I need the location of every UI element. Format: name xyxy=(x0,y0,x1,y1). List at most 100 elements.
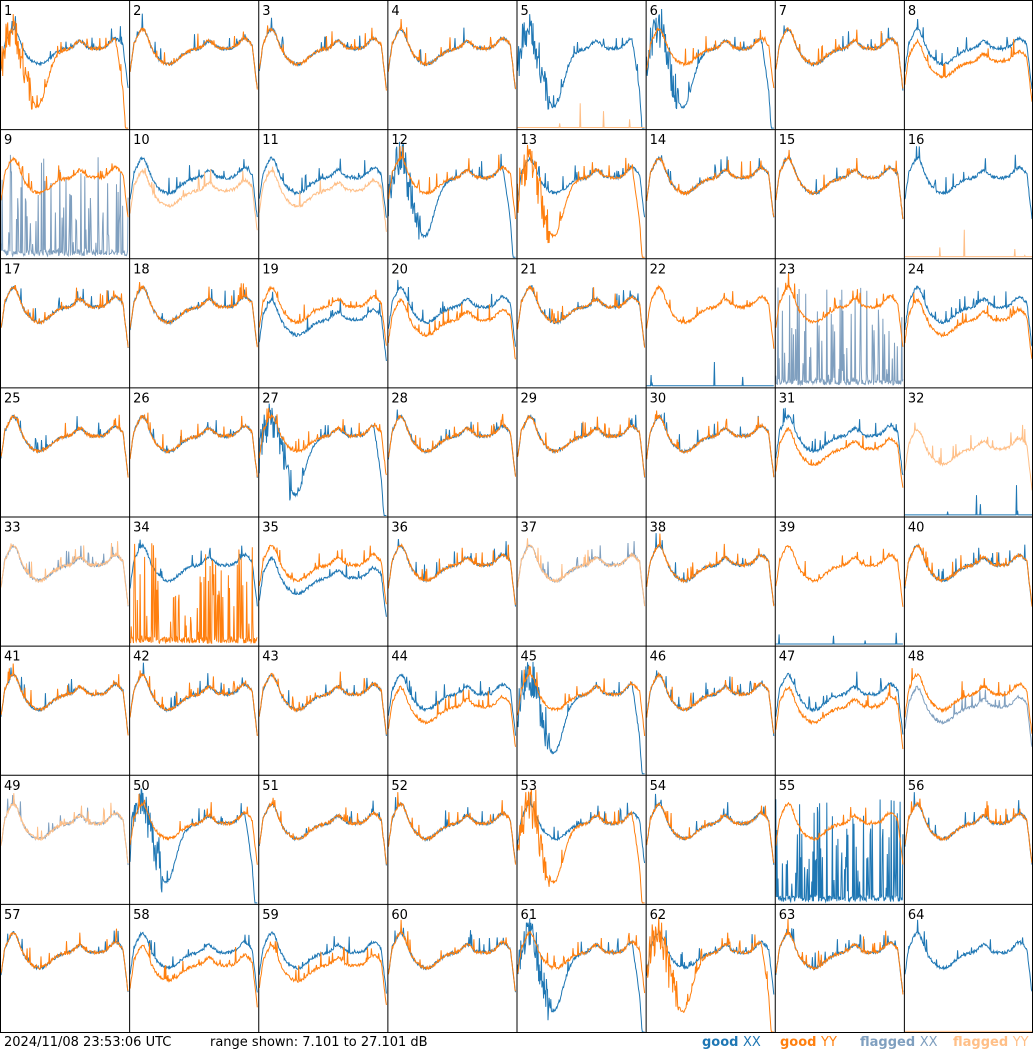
tile-5-yy-line xyxy=(517,103,645,128)
legend-good-xx-label-a: good xyxy=(702,1035,739,1050)
legend-good-yy: good YY xyxy=(780,1034,837,1052)
tile-21-yy-line xyxy=(517,285,646,348)
tile-9-xx-line xyxy=(0,154,129,258)
legend-flagged-xx: flagged XX xyxy=(860,1034,938,1052)
tile-number: 57 xyxy=(4,908,21,923)
tile-29-xx-line xyxy=(517,413,646,478)
legend-good-xx: good XX xyxy=(702,1034,761,1052)
tile-32-xx-line xyxy=(904,485,1032,516)
tile-59-yy-line xyxy=(258,941,387,1005)
tile-16-yy-line xyxy=(904,229,1032,258)
tile-55-xx-line xyxy=(775,799,904,904)
tile-number: 19 xyxy=(262,262,279,277)
tile-48-xx-line xyxy=(904,685,1033,747)
tile-58-yy-line xyxy=(129,943,258,1008)
tile-number: 52 xyxy=(391,779,408,794)
tile-number: 58 xyxy=(133,908,150,923)
tile-57-yy-line xyxy=(0,928,129,992)
tile-61-yy-line xyxy=(517,930,646,994)
tile-55-yy-line xyxy=(775,801,904,865)
tile-37-yy-line xyxy=(517,538,646,607)
tile-41-xx-line xyxy=(0,667,129,736)
tile-64-xx-line xyxy=(904,919,1033,992)
tile-53-yy-line xyxy=(517,788,645,904)
tile-30-yy-line xyxy=(646,410,775,478)
tile-23-xx-line xyxy=(775,287,904,387)
tile-51-yy-line xyxy=(258,797,387,865)
tile-43-yy-line xyxy=(258,671,387,735)
tile-39-xx-line xyxy=(775,632,903,645)
tile-number: 21 xyxy=(521,262,538,277)
legend-good-xx-label-b: XX xyxy=(743,1035,761,1050)
tile-number: 55 xyxy=(779,779,796,794)
tile-number: 22 xyxy=(650,262,667,277)
tile-31-xx-line xyxy=(775,407,904,476)
tile-number: 53 xyxy=(521,779,538,794)
tile-28-xx-line xyxy=(387,409,516,476)
tile-number: 13 xyxy=(521,133,538,148)
tile-number: 34 xyxy=(133,521,150,536)
tile-50-yy-line xyxy=(129,793,258,865)
tile-number: 10 xyxy=(133,133,150,148)
tile-number: 38 xyxy=(650,521,667,536)
tile-number: 64 xyxy=(908,908,925,923)
tile-18-yy-line xyxy=(129,281,258,348)
tile-47-xx-line xyxy=(775,671,904,735)
tile-51-xx-line xyxy=(258,800,387,866)
tile-number: 14 xyxy=(650,133,667,148)
tile-number: 39 xyxy=(779,521,796,536)
tile-36-xx-line xyxy=(387,538,516,607)
tile-number: 37 xyxy=(521,521,538,536)
tile-number: 30 xyxy=(650,391,667,406)
tile-29-yy-line xyxy=(517,414,646,478)
tile-33-yy-line xyxy=(0,541,129,606)
tile-number: 17 xyxy=(4,262,21,277)
tile-31-yy-line xyxy=(775,427,904,488)
tile-number: 27 xyxy=(262,391,279,406)
legend-flagged-xx-label-a: flagged xyxy=(860,1035,916,1050)
tile-15-xx-line xyxy=(775,153,904,220)
tile-number: 8 xyxy=(908,4,916,19)
tile-40-yy-line xyxy=(904,544,1033,607)
tile-35-yy-line xyxy=(258,544,387,605)
tile-number: 11 xyxy=(262,133,279,148)
legend-flagged-xx-label-b: XX xyxy=(919,1035,938,1050)
tile-number: 2 xyxy=(133,4,141,19)
tile-1-yy-line xyxy=(0,14,129,129)
tile-number: 32 xyxy=(908,391,925,406)
tile-14-yy-line xyxy=(646,156,775,218)
tile-number: 4 xyxy=(391,4,399,19)
tile-17-yy-line xyxy=(0,284,129,348)
tile-number: 15 xyxy=(779,133,796,148)
tile-24-xx-line xyxy=(904,285,1033,347)
tile-number: 47 xyxy=(779,650,796,665)
tile-20-xx-line xyxy=(387,279,516,347)
legend-flagged-yy-label-a: flagged xyxy=(953,1035,1009,1050)
tile-14-xx-line xyxy=(646,155,775,218)
tile-5-xx-line xyxy=(517,14,645,129)
tile-number: 51 xyxy=(262,779,279,794)
tile-42-xx-line xyxy=(129,662,258,736)
tile-number: 36 xyxy=(391,521,408,536)
tile-number: 45 xyxy=(521,650,538,665)
tile-number: 54 xyxy=(650,779,667,794)
tile-9-yy-line xyxy=(0,156,129,218)
tile-number: 3 xyxy=(262,4,270,19)
tile-22-xx-line xyxy=(646,361,774,387)
timestamp: 2024/11/08 23:53:06 UTC xyxy=(4,1035,172,1050)
tile-46-xx-line xyxy=(646,670,775,737)
tile-6-yy-line xyxy=(646,27,775,89)
tile-25-xx-line xyxy=(0,414,129,477)
tile-number: 63 xyxy=(779,908,796,923)
tile-number: 1 xyxy=(4,4,12,19)
tile-number: 41 xyxy=(4,650,21,665)
tile-number: 9 xyxy=(4,133,12,148)
tile-number: 60 xyxy=(391,908,408,923)
tile-number: 62 xyxy=(650,908,667,923)
tile-number: 29 xyxy=(521,391,538,406)
tile-30-xx-line xyxy=(646,412,775,478)
tile-15-yy-line xyxy=(775,149,904,220)
tile-46-yy-line xyxy=(646,671,775,734)
tile-number: 25 xyxy=(4,391,21,406)
tile-number: 6 xyxy=(650,4,658,19)
